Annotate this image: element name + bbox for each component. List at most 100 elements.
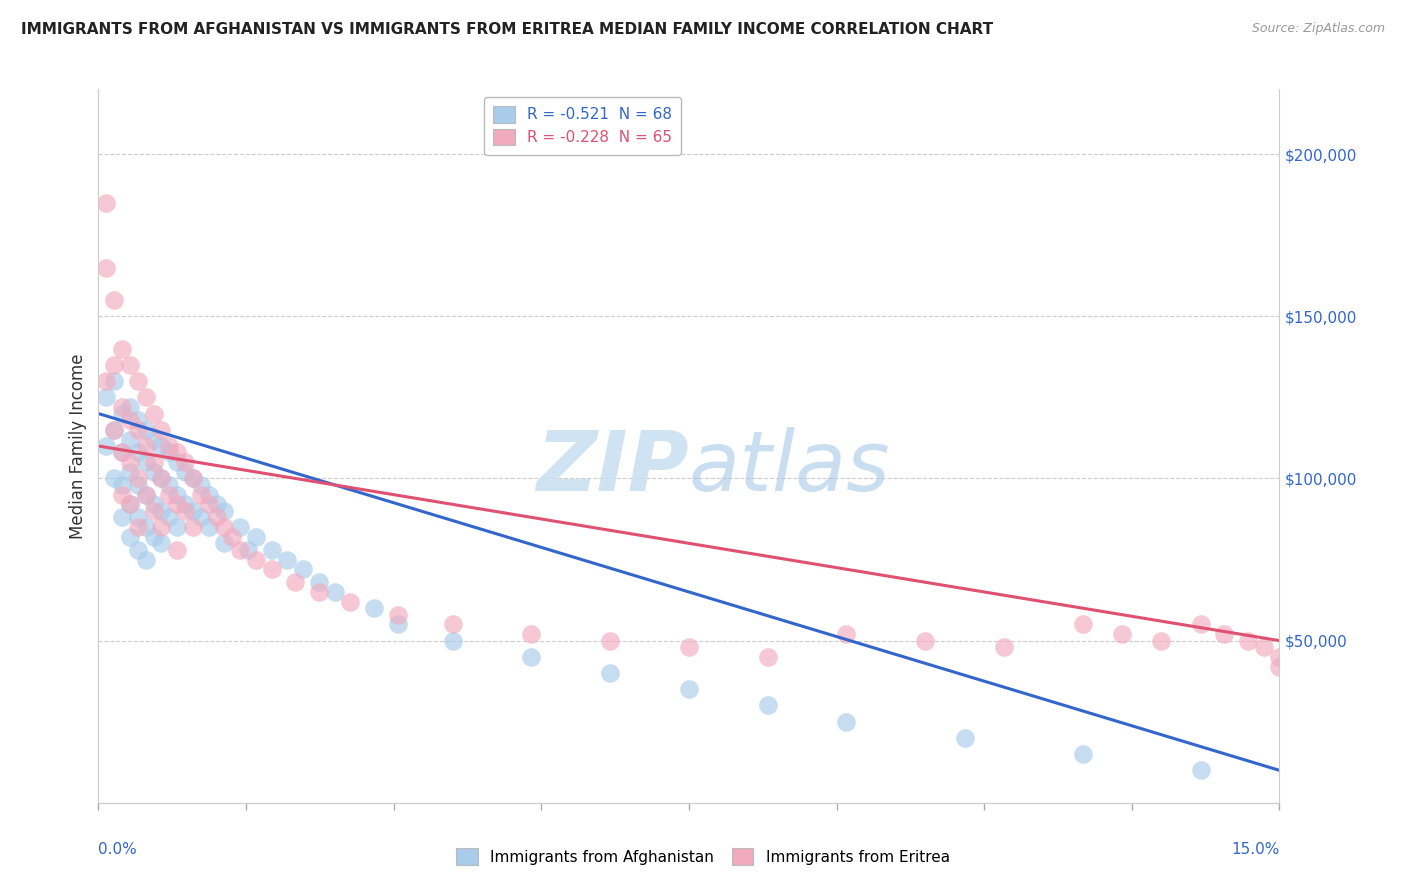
- Point: [135, 423, 157, 437]
- Point: [127, 471, 149, 485]
- Point: [135, 552, 157, 566]
- Point: [245, 552, 267, 566]
- Point: [387, 607, 409, 622]
- Y-axis label: Median Family Income: Median Family Income: [69, 353, 87, 539]
- Text: atlas: atlas: [689, 427, 890, 508]
- Point: [96, 439, 118, 453]
- Point: [1111, 627, 1133, 641]
- Point: [111, 342, 134, 356]
- Point: [236, 542, 259, 557]
- Point: [1253, 640, 1275, 654]
- Point: [103, 374, 125, 388]
- Point: [96, 195, 118, 210]
- Point: [756, 698, 779, 713]
- Point: [214, 520, 236, 534]
- Point: [118, 455, 141, 469]
- Point: [142, 433, 165, 447]
- Point: [678, 682, 700, 697]
- Point: [111, 510, 134, 524]
- Point: [135, 488, 157, 502]
- Point: [127, 413, 149, 427]
- Point: [150, 439, 173, 453]
- Point: [103, 471, 125, 485]
- Point: [308, 585, 330, 599]
- Point: [229, 520, 252, 534]
- Point: [229, 542, 252, 557]
- Point: [214, 504, 236, 518]
- Point: [142, 530, 165, 544]
- Point: [142, 497, 165, 511]
- Point: [308, 575, 330, 590]
- Point: [174, 465, 197, 479]
- Point: [127, 542, 149, 557]
- Point: [150, 423, 173, 437]
- Point: [205, 510, 228, 524]
- Point: [135, 488, 157, 502]
- Point: [127, 374, 149, 388]
- Point: [221, 530, 243, 544]
- Point: [111, 400, 134, 414]
- Point: [142, 455, 165, 469]
- Point: [96, 374, 118, 388]
- Point: [197, 497, 219, 511]
- Point: [245, 530, 267, 544]
- Point: [1071, 747, 1094, 761]
- Point: [157, 488, 180, 502]
- Point: [1150, 633, 1173, 648]
- Point: [142, 465, 165, 479]
- Point: [166, 520, 188, 534]
- Point: [96, 390, 118, 404]
- Point: [756, 649, 779, 664]
- Point: [150, 471, 173, 485]
- Point: [166, 488, 188, 502]
- Point: [197, 488, 219, 502]
- Point: [520, 627, 543, 641]
- Point: [150, 504, 173, 518]
- Point: [181, 520, 204, 534]
- Point: [157, 510, 180, 524]
- Legend: R = -0.521  N = 68, R = -0.228  N = 65: R = -0.521 N = 68, R = -0.228 N = 65: [484, 97, 681, 154]
- Point: [1268, 659, 1291, 673]
- Point: [118, 358, 141, 372]
- Point: [127, 423, 149, 437]
- Point: [181, 471, 204, 485]
- Point: [1071, 617, 1094, 632]
- Point: [166, 497, 188, 511]
- Point: [118, 400, 141, 414]
- Point: [135, 520, 157, 534]
- Point: [103, 423, 125, 437]
- Point: [103, 293, 125, 307]
- Point: [118, 497, 141, 511]
- Point: [142, 407, 165, 421]
- Point: [441, 617, 464, 632]
- Text: 0.0%: 0.0%: [98, 842, 138, 856]
- Point: [135, 439, 157, 453]
- Text: Source: ZipAtlas.com: Source: ZipAtlas.com: [1251, 22, 1385, 36]
- Point: [1213, 627, 1236, 641]
- Point: [118, 530, 141, 544]
- Point: [150, 520, 173, 534]
- Text: IMMIGRANTS FROM AFGHANISTAN VS IMMIGRANTS FROM ERITREA MEDIAN FAMILY INCOME CORR: IMMIGRANTS FROM AFGHANISTAN VS IMMIGRANT…: [21, 22, 993, 37]
- Point: [118, 413, 141, 427]
- Point: [214, 536, 236, 550]
- Point: [135, 390, 157, 404]
- Point: [150, 536, 173, 550]
- Text: 15.0%: 15.0%: [1232, 842, 1279, 856]
- Point: [197, 520, 219, 534]
- Point: [1237, 633, 1260, 648]
- Point: [1189, 764, 1212, 778]
- Point: [387, 617, 409, 632]
- Point: [118, 465, 141, 479]
- Point: [339, 595, 361, 609]
- Point: [190, 510, 212, 524]
- Text: ZIP: ZIP: [536, 427, 689, 508]
- Point: [1189, 617, 1212, 632]
- Point: [118, 497, 141, 511]
- Point: [157, 439, 180, 453]
- Point: [174, 497, 197, 511]
- Point: [1268, 649, 1291, 664]
- Point: [181, 471, 204, 485]
- Point: [127, 478, 149, 492]
- Point: [127, 520, 149, 534]
- Point: [276, 552, 298, 566]
